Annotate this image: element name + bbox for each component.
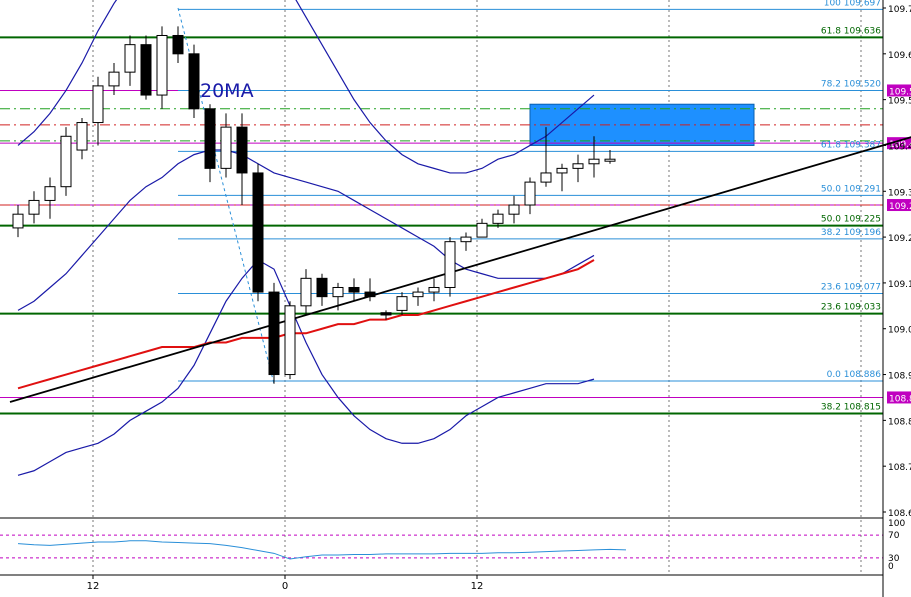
time-tick-label: 12 (471, 581, 484, 592)
candle-up (124, 44, 136, 73)
price-tag-text: 109.5 (889, 87, 911, 97)
fib-label: 61.8 109.387 (821, 140, 881, 150)
candle-up (12, 213, 24, 229)
candle-up (556, 167, 568, 174)
osc-tick-label: 0 (888, 562, 894, 572)
indicator-line (17, 0, 595, 174)
indicator-line (17, 149, 595, 311)
candle-up (44, 186, 56, 201)
price-tag-box (887, 391, 911, 404)
candle-up (540, 172, 552, 183)
candle-up (588, 158, 600, 165)
candle-up (524, 181, 536, 206)
trendline (9, 136, 911, 403)
candle-up (604, 158, 616, 162)
price-tag-box (887, 137, 911, 150)
price-axis[interactable]: 109.7 109.6 109.5 109.4 109.3 109.2 109.1 109.0… (882, 0, 911, 597)
fib-label: 38.2 108.815 (821, 402, 881, 412)
osc-tick-label: 100 (888, 519, 905, 529)
osc-tick-label: 70 (888, 531, 900, 541)
fib-label: 100 109.697 (824, 0, 881, 8)
price-tag-text: 109.2 (889, 202, 911, 212)
indicator-line (17, 259, 595, 476)
candle-up (332, 286, 344, 298)
price-tag-text: 108.8 (889, 394, 911, 404)
candle-up (300, 277, 312, 307)
ma-annotation: 20MA (200, 80, 254, 102)
fib-label: 0.0 108.886 (827, 370, 882, 380)
candle-up (572, 163, 584, 169)
candle-up (284, 305, 296, 376)
candle-up (460, 236, 472, 243)
candle-down (316, 277, 328, 298)
price-tick-label: 109.4 (888, 142, 911, 152)
price-tag-text: 109.4 (889, 140, 911, 150)
candle-down (268, 291, 280, 376)
time-tick-label: 12 (87, 581, 100, 592)
fib-label: 78.2 109.520 (821, 79, 881, 89)
price-tick-label: 108.9 (888, 372, 911, 382)
fib-label: 38.2 109.196 (821, 228, 881, 238)
candle-up (412, 291, 424, 298)
candle-down (348, 286, 360, 293)
price-tick-label: 109.0 (888, 326, 911, 336)
annotations: 20MA (200, 80, 254, 102)
fibonacci-levels: 100 109.697 61.8 109.636 78.2 109.520 61.8 … (0, 0, 883, 415)
candle-down (172, 34, 184, 55)
price-tick-label: 108.7 (888, 463, 911, 473)
fib-label: 23.6 109.033 (821, 303, 881, 313)
indicator-lines (9, 0, 911, 476)
horizontal-lines: 109.5 109.4 109.2 108.8 (0, 84, 911, 404)
candle-up (444, 241, 456, 288)
price-tick-label: 109.2 (888, 234, 911, 244)
candle-down (364, 291, 376, 298)
candle-up (76, 122, 88, 151)
candle-up (156, 34, 168, 96)
time-tick-label: 0 (282, 581, 288, 592)
fib-connector-line (177, 7, 275, 384)
price-tick-label: 109.3 (888, 188, 911, 198)
candle-up (476, 222, 488, 238)
fib-label: 50.0 109.225 (821, 215, 881, 225)
candle-down (140, 44, 152, 96)
candle-up (60, 135, 72, 188)
candles (12, 26, 616, 384)
price-tag-box (887, 199, 911, 212)
fib-label: 61.8 109.636 (821, 26, 881, 36)
price-tick-label: 109.7 (888, 5, 911, 15)
candle-down (252, 172, 264, 293)
candle-down (204, 108, 216, 169)
fib-label: 23.6 109.077 (821, 282, 881, 292)
candle-up (428, 286, 440, 293)
price-tick-label: 109.6 (888, 51, 911, 61)
candle-up (396, 296, 408, 311)
candle-up (108, 71, 120, 87)
indicator-line (17, 259, 595, 390)
candle-down (188, 53, 200, 110)
price-tick-label: 109.5 (888, 97, 911, 107)
candle-up (28, 199, 40, 215)
time-axis[interactable]: 12 0 12 (0, 574, 883, 592)
fib-label: 50.0 109.291 (821, 184, 881, 194)
price-tick-label: 108.8 (888, 417, 911, 427)
price-tick-label: 109.1 (888, 280, 911, 290)
candle-up (492, 213, 504, 224)
osc-line (17, 540, 627, 560)
candle-up (220, 126, 232, 169)
candle-down (236, 126, 248, 174)
candle-down (380, 312, 392, 316)
candle-up (92, 85, 104, 124)
price-tick-label: 108.6 (888, 509, 911, 519)
candle-up (508, 204, 520, 215)
price-tag-box (887, 84, 911, 97)
osc-tick-label: 30 (888, 554, 900, 564)
